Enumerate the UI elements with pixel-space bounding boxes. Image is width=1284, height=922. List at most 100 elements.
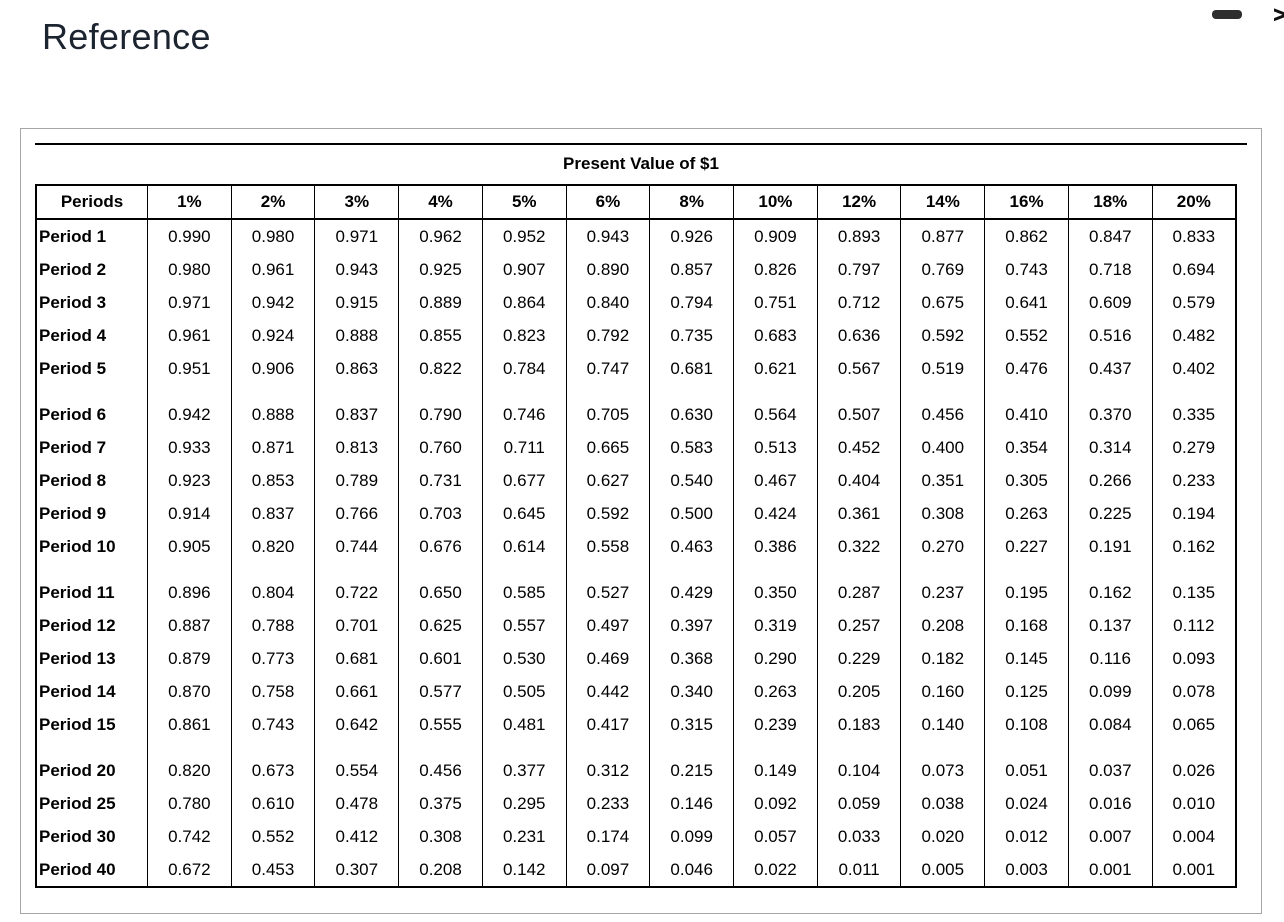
table-cell: 0.478 — [314, 787, 400, 820]
spacer-cell — [230, 741, 316, 754]
table-cell: 0.140 — [900, 708, 986, 741]
group-spacer — [35, 741, 1237, 754]
table-cell: 0.766 — [314, 497, 400, 530]
spacer-cell — [1151, 741, 1237, 754]
table-cell: 0.097 — [565, 853, 651, 887]
spacer-cell — [733, 741, 818, 754]
row-label: Period 11 — [35, 576, 148, 609]
table-cell: 0.601 — [398, 642, 483, 675]
table-cell: 0.915 — [314, 286, 400, 319]
table-cell: 0.863 — [314, 352, 400, 385]
table-row: Period 6 0.942 0.888 0.837 0.790 0.746 0.705 0.… — [35, 398, 1237, 431]
table-cell: 0.621 — [733, 352, 818, 385]
spacer-cell — [649, 563, 735, 576]
spacer-cell — [1067, 385, 1153, 398]
table-row: Period 11 0.896 0.804 0.722 0.650 0.585 0.527 0… — [35, 576, 1237, 609]
spacer-cell — [1067, 741, 1153, 754]
column-header: 8% — [649, 185, 735, 220]
column-header: 5% — [481, 185, 567, 220]
table-cell: 0.225 — [1067, 497, 1153, 530]
spacer-cell — [565, 741, 651, 754]
table-cell: 0.905 — [147, 530, 232, 563]
table-cell: 0.746 — [481, 398, 567, 431]
header-row: Periods 1% 2% 3% 4% 5% 6% 8% 10% 12% 14% 16% 18% 20% — [35, 185, 1237, 220]
table-cell: 0.694 — [1151, 253, 1237, 286]
table-row: Period 5 0.951 0.906 0.863 0.822 0.784 0.747 0.… — [35, 352, 1237, 385]
chevron-right-icon[interactable]: > — [1274, 0, 1284, 30]
table-cell: 0.307 — [314, 853, 400, 887]
spacer-cell — [1151, 385, 1237, 398]
table-cell: 0.780 — [147, 787, 232, 820]
table-cell: 0.826 — [733, 253, 818, 286]
table-cell: 0.650 — [398, 576, 483, 609]
spacer-cell — [900, 563, 986, 576]
table-cell: 0.705 — [565, 398, 651, 431]
table-cell: 0.168 — [984, 609, 1069, 642]
column-header: 16% — [984, 185, 1069, 220]
table-cell: 0.861 — [147, 708, 232, 741]
table-cell: 0.162 — [1151, 530, 1237, 563]
table-cell: 0.004 — [1151, 820, 1237, 853]
table-cell: 0.437 — [1067, 352, 1153, 385]
table-cell: 0.174 — [565, 820, 651, 853]
table-cell: 0.215 — [649, 754, 735, 787]
table-cell: 0.980 — [230, 219, 316, 253]
table-cell: 0.429 — [649, 576, 735, 609]
row-label: Period 25 — [35, 787, 148, 820]
table-cell: 0.760 — [398, 431, 483, 464]
spacer-cell — [984, 563, 1069, 576]
table-cell: 0.279 — [1151, 431, 1237, 464]
table-cell: 0.788 — [230, 609, 316, 642]
table-cell: 0.933 — [147, 431, 232, 464]
table-cell: 0.354 — [984, 431, 1069, 464]
table-cell: 0.820 — [230, 530, 316, 563]
spacer-cell — [816, 563, 902, 576]
table-cell: 0.677 — [481, 464, 567, 497]
table-cell: 0.239 — [733, 708, 818, 741]
table-cell: 0.971 — [314, 219, 400, 253]
table-cell: 0.896 — [147, 576, 232, 609]
table-cell: 0.516 — [1067, 319, 1153, 352]
spacer-cell — [565, 385, 651, 398]
table-cell: 0.500 — [649, 497, 735, 530]
table-cell: 0.630 — [649, 398, 735, 431]
table-cell: 0.681 — [649, 352, 735, 385]
table-cell: 0.731 — [398, 464, 483, 497]
table-cell: 0.467 — [733, 464, 818, 497]
table-cell: 0.592 — [900, 319, 986, 352]
table-cell: 0.319 — [733, 609, 818, 642]
table-row: Period 13 0.879 0.773 0.681 0.601 0.530 0.469 0… — [35, 642, 1237, 675]
table-row: Period 3 0.971 0.942 0.915 0.889 0.864 0.840 0.… — [35, 286, 1237, 319]
table-cell: 0.481 — [481, 708, 567, 741]
table-cell: 0.924 — [230, 319, 316, 352]
table-cell: 0.610 — [230, 787, 316, 820]
table-cell: 0.208 — [900, 609, 986, 642]
table-cell: 0.564 — [733, 398, 818, 431]
table-row: Period 40 0.672 0.453 0.307 0.208 0.142 0.097 0… — [35, 853, 1237, 887]
table-cell: 0.813 — [314, 431, 400, 464]
reference-panel: Present Value of $1 Periods 1% 2% 3% 4% 5% 6% 8… — [20, 128, 1262, 914]
spacer-cell — [398, 385, 483, 398]
spacer-cell — [314, 563, 400, 576]
row-label: Period 8 — [35, 464, 148, 497]
column-header: 14% — [900, 185, 986, 220]
table-cell: 0.001 — [1067, 853, 1153, 887]
table-row: Period 20 0.820 0.673 0.554 0.456 0.377 0.312 0… — [35, 754, 1237, 787]
table-cell: 0.744 — [314, 530, 400, 563]
table-cell: 0.909 — [733, 219, 818, 253]
row-label: Period 40 — [35, 853, 148, 887]
table-cell: 0.104 — [816, 754, 902, 787]
table-row: Period 9 0.914 0.837 0.766 0.703 0.645 0.592 0.… — [35, 497, 1237, 530]
table-cell: 0.625 — [398, 609, 483, 642]
table-cell: 0.847 — [1067, 219, 1153, 253]
table-cell: 0.980 — [147, 253, 232, 286]
table-cell: 0.530 — [481, 642, 567, 675]
table-cell: 0.257 — [816, 609, 902, 642]
table-cell: 0.703 — [398, 497, 483, 530]
table-cell: 0.482 — [1151, 319, 1237, 352]
column-header: 2% — [230, 185, 316, 220]
minimize-icon[interactable] — [1212, 10, 1242, 19]
table-cell: 0.182 — [900, 642, 986, 675]
table-cell: 0.890 — [565, 253, 651, 286]
table-cell: 0.907 — [481, 253, 567, 286]
